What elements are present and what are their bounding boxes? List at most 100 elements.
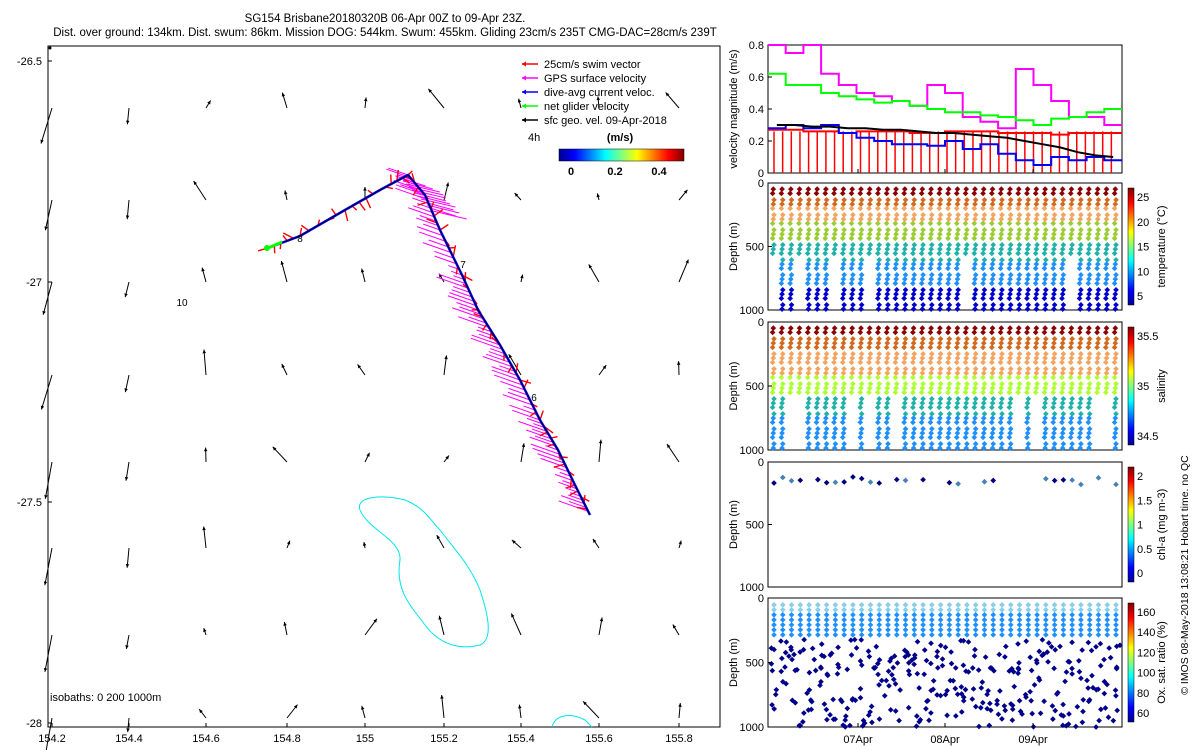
profile-point	[980, 261, 987, 267]
profile-point	[998, 430, 1005, 436]
profile-point	[1060, 602, 1067, 608]
profile-point	[814, 355, 820, 361]
profile-point	[1069, 632, 1075, 638]
profile-point	[1039, 636, 1046, 643]
profile-point	[937, 385, 943, 391]
profile-point	[902, 380, 909, 387]
profile-point	[849, 340, 856, 346]
profile-point	[815, 602, 821, 608]
profile-point	[884, 430, 891, 436]
profile-point	[1095, 607, 1102, 613]
profile-point	[1024, 235, 1030, 242]
profile-point	[876, 480, 883, 486]
profile-point	[1076, 280, 1083, 287]
profile-point	[874, 389, 881, 396]
profile-point	[919, 415, 926, 421]
gps-surface-vector	[451, 289, 473, 298]
profile-point	[902, 370, 908, 376]
profile-point	[999, 366, 1005, 372]
geostrophic-arrow	[596, 193, 600, 201]
profile-point	[972, 400, 978, 406]
geostrophic-arrow	[42, 281, 53, 315]
profile-point	[989, 400, 996, 406]
profile-point	[892, 359, 899, 366]
profile-point	[867, 336, 874, 342]
profile-point	[787, 205, 793, 212]
profile-point	[831, 344, 837, 351]
profile-point	[788, 612, 795, 618]
profile-point	[815, 197, 821, 203]
profile-point	[1034, 660, 1040, 666]
profile-point	[822, 265, 829, 272]
profile-point	[815, 272, 821, 278]
gps-surface-vector	[422, 242, 452, 253]
profile-point	[1069, 441, 1075, 447]
profile-point	[1043, 395, 1049, 402]
profile-point	[1095, 211, 1102, 218]
profile-point	[847, 722, 853, 729]
profile-point	[1032, 190, 1039, 197]
profile-point	[769, 404, 776, 411]
profile-point	[1095, 622, 1102, 628]
profile-point	[780, 678, 786, 685]
profile-point	[901, 220, 907, 227]
profile-point	[985, 687, 992, 694]
profile-point	[840, 415, 847, 421]
profile-point	[876, 211, 883, 218]
profile-point	[805, 291, 812, 297]
swim-vector	[439, 224, 449, 231]
profile-point	[945, 340, 952, 346]
profile-point	[1095, 602, 1102, 608]
profile-point	[1015, 389, 1021, 396]
profile-point	[946, 227, 953, 233]
profile-point	[964, 426, 970, 432]
profile-point	[889, 671, 895, 678]
profile-point	[1051, 257, 1058, 263]
profile-point	[945, 374, 951, 381]
profile-point	[893, 602, 900, 608]
profile-point	[831, 374, 837, 381]
profile-point	[1059, 359, 1065, 366]
profile-point	[1015, 250, 1021, 257]
profile-point	[937, 242, 944, 248]
profile-point	[919, 370, 926, 376]
profile-point	[911, 655, 918, 661]
profile-point	[1006, 329, 1013, 336]
geostrophic-arrow	[436, 534, 445, 549]
profile-point	[997, 205, 1004, 212]
profile-point	[840, 355, 847, 361]
profile-y-tick-label: 0	[758, 593, 764, 605]
profile-point	[937, 622, 944, 628]
profile-point	[981, 381, 988, 387]
profile-point	[1076, 657, 1082, 664]
profile-point	[876, 381, 883, 387]
profile-point	[858, 291, 864, 297]
profile-point	[964, 336, 970, 342]
profile-point	[1059, 329, 1065, 336]
profile-point	[972, 627, 979, 633]
profile-point	[1085, 374, 1092, 381]
profile-point	[788, 644, 794, 651]
profile-point	[1041, 295, 1048, 302]
profile-point	[1086, 381, 1093, 387]
profile-point	[1016, 271, 1023, 278]
profile-point	[823, 242, 830, 248]
profile-point	[1086, 197, 1093, 203]
profile-point	[796, 235, 802, 242]
profile-point	[1006, 419, 1013, 426]
geostrophic-arrow	[202, 349, 207, 376]
profile-point	[1113, 441, 1119, 447]
profile-point	[1024, 205, 1030, 212]
track-start-marker	[264, 245, 270, 251]
profile-point	[788, 627, 795, 633]
profile-point	[874, 190, 881, 197]
profile-point	[1025, 257, 1032, 263]
profile-point	[954, 276, 961, 282]
profile-point	[1102, 705, 1109, 711]
profile-point	[800, 719, 806, 725]
profile-point	[832, 479, 839, 486]
profile-point	[858, 411, 865, 417]
profile-point	[999, 425, 1005, 432]
profile-point	[823, 261, 829, 267]
profile-point	[867, 602, 874, 608]
